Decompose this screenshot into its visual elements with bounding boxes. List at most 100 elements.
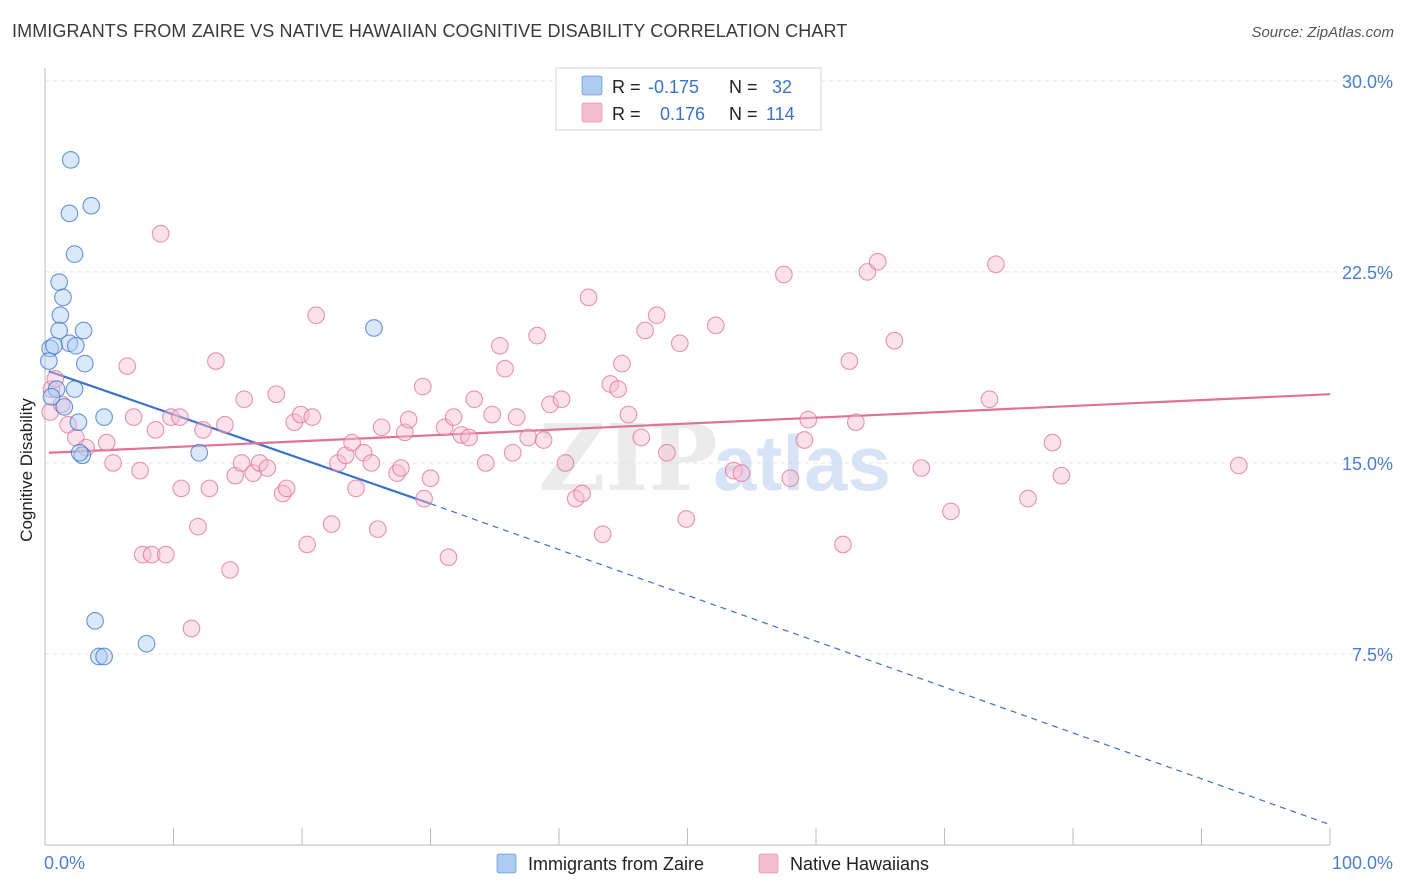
data-point-pink [519,428,538,447]
data-point-pink [476,454,495,472]
data-point-pink [343,433,361,452]
data-point-pink [182,619,201,638]
legend-n-label: N = [729,104,758,124]
data-point-pink [368,520,387,539]
data-point-pink [372,418,391,437]
data-point-pink [59,415,77,434]
data-point-blue [75,354,94,373]
data-point-pink [483,405,502,424]
data-point-pink [573,484,591,503]
y-tick-label: 7.5% [1352,645,1393,665]
watermark: ZIP atlas [538,404,891,512]
data-point-pink [118,357,137,376]
data-point-pink [267,385,286,404]
data-point-pink [347,479,365,498]
data-point-pink [200,479,219,498]
data-point-pink [303,408,322,426]
data-point-pink [1229,456,1248,475]
data-point-pink [1019,489,1037,508]
x-tick-label: 100.0% [1332,853,1393,873]
data-point-pink [534,431,553,449]
data-point-pink [670,334,689,353]
data-point-pink [556,454,575,472]
data-point-pink [42,380,61,398]
data-point-pink [613,354,631,373]
data-point-pink [795,431,814,449]
data-point-pink [775,265,793,284]
data-point-blue [190,443,209,462]
trend-line-pink [48,393,1331,454]
data-point-pink [619,405,638,424]
data-point-blue [82,196,101,215]
data-point-pink [307,306,325,325]
legend-n-value: 32 [772,77,792,97]
data-point-pink [980,390,999,409]
data-point-pink [124,408,143,426]
data-point-pink [146,420,165,439]
points-native-hawaiians [41,224,1248,638]
data-point-pink [435,418,454,437]
data-point-blue [95,408,113,426]
legend-r-label: R = [612,77,641,97]
data-point-pink [194,420,212,439]
legend-r-value: 0.176 [660,104,705,124]
trend-lines [48,370,1331,826]
data-point-pink [413,377,432,396]
data-point-pink [507,408,526,426]
data-point-pink [636,321,654,340]
data-point-blue [55,398,74,416]
data-point-pink [162,408,180,426]
data-point-pink [579,288,598,307]
axes [44,68,1331,846]
data-point-blue [95,647,113,666]
data-point-blue [74,321,93,340]
data-point-pink [885,331,904,350]
data-point-blue [86,612,104,630]
data-point-blue [365,319,383,337]
data-point-pink [133,545,152,564]
data-point-pink [439,548,458,567]
data-point-blue [51,306,70,325]
data-point-pink [392,459,410,477]
x-tick-labels: 0.0% 100.0% [44,853,1393,873]
data-point-pink [1052,466,1071,485]
legend-r-label: R = [612,104,641,124]
data-point-pink [444,408,463,426]
legend-swatch-pink [758,853,779,874]
data-point-pink [142,545,161,564]
data-point-pink [593,525,612,544]
data-point-pink [528,326,547,345]
legend-label-zaire: Immigrants from Zaire [528,854,704,874]
data-point-blue [70,443,89,462]
data-point-pink [421,469,440,488]
data-point-pink [291,405,310,424]
legend-n-label: N = [729,77,758,97]
watermark-atlas: atlas [713,419,891,507]
data-point-pink [706,316,725,335]
legend-r-value: -0.175 [648,77,699,97]
trend-line-blue [48,370,431,505]
data-point-pink [399,410,418,429]
data-point-pink [912,459,931,477]
data-point-pink [465,390,484,409]
data-point-pink [732,464,751,482]
data-point-pink [221,561,239,579]
data-point-pink [189,517,207,536]
data-point-pink [235,390,254,409]
data-point-pink [868,252,887,271]
data-point-pink [156,545,175,564]
data-point-pink [329,454,347,472]
data-point-pink [258,459,277,477]
y-tick-label: 15.0% [1342,454,1393,474]
data-point-pink [846,413,865,432]
legend-n-value: 114 [766,104,795,124]
data-point-blue [50,273,68,291]
data-point-pink [460,428,478,447]
data-point-pink [97,433,116,452]
data-point-pink [658,443,676,462]
data-point-blue [90,647,108,666]
data-point-blue [40,352,58,370]
data-point-pink [151,224,170,243]
legend-swatch-blue [581,75,603,96]
